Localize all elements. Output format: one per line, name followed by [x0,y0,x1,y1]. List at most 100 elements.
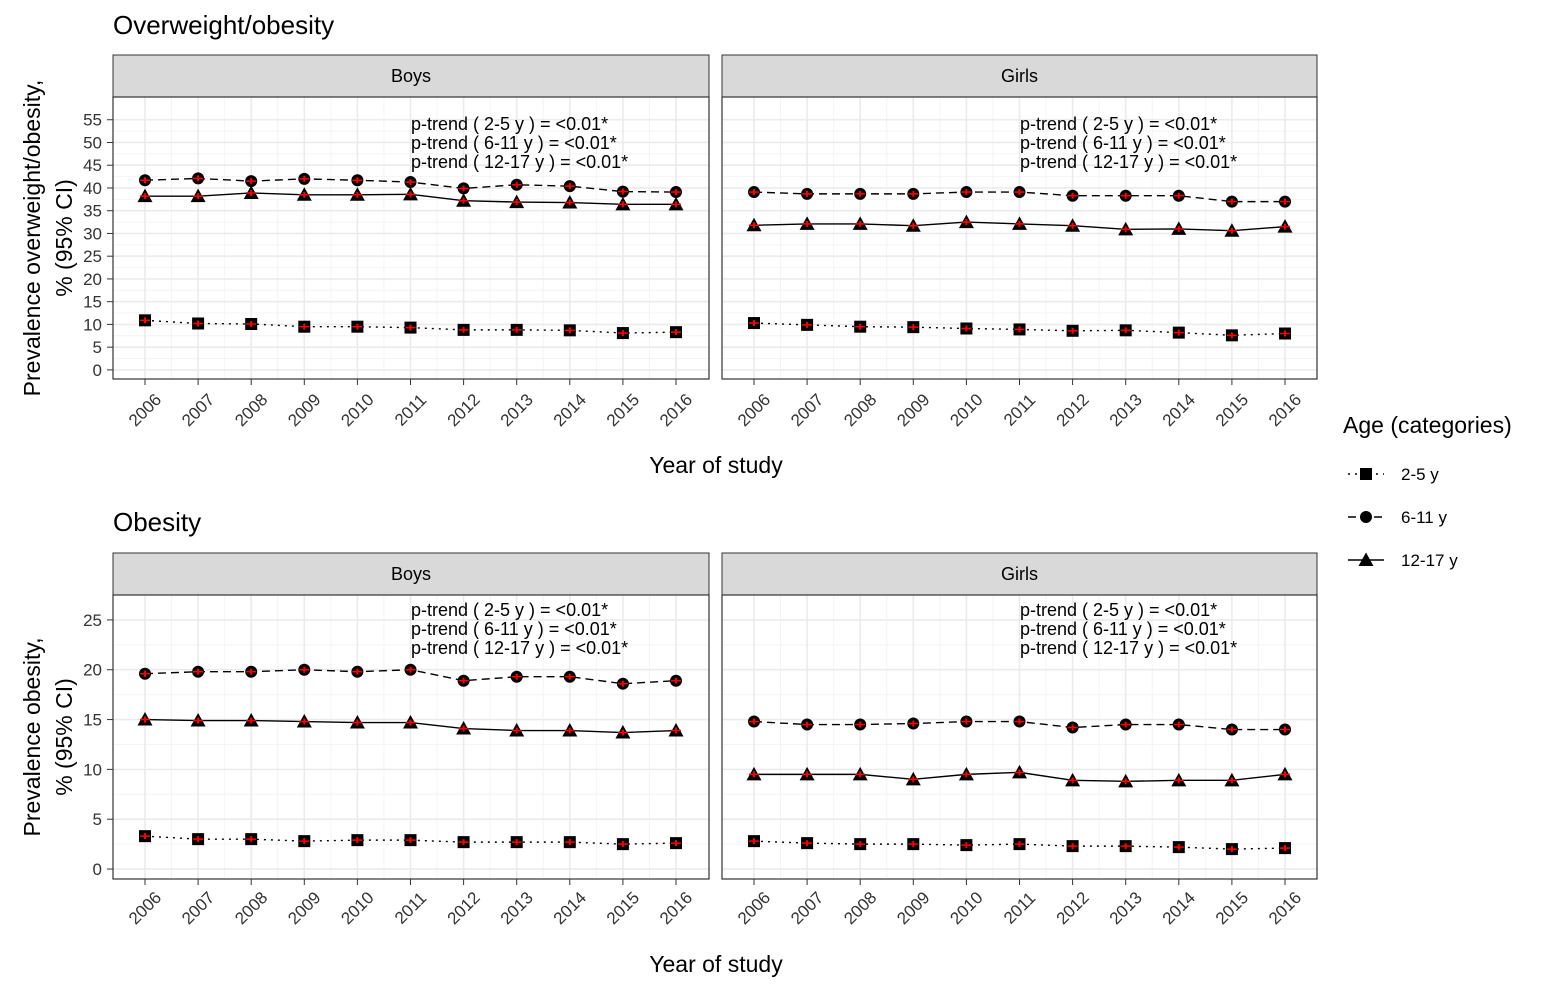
legend-item: 12-17 y [1348,551,1458,570]
x-tick-label: 2008 [231,888,271,928]
x-tick-label: 2014 [550,390,590,430]
y-tick-label: 45 [83,156,102,175]
x-tick-label: 2007 [178,888,218,928]
x-tick-label: 2006 [734,390,774,430]
x-tick-label: 2016 [656,390,696,430]
x-tick-label: 2016 [656,888,696,928]
legend-label: 2-5 y [1401,465,1439,484]
legend-title: Age (categories) [1343,412,1512,438]
x-tick-label: 2008 [840,390,880,430]
series-12-17y [137,185,684,211]
x-tick-label: 2009 [893,888,933,928]
x-tick-label: 2011 [1000,888,1039,927]
ptrend-annotation: p-trend ( 6-11 y ) = <0.01* [1020,619,1226,639]
x-tick-label: 2015 [1212,888,1252,928]
x-tick-label: 2012 [1053,390,1093,430]
facet-strip-label: Boys [391,66,431,86]
x-tick-label: 2010 [337,390,377,430]
y-tick-label: 20 [83,270,102,289]
series-12-17y [746,214,1293,237]
obesity-chart: Obesity Prevalence obesity,% (95% CI) Year… [19,507,1318,977]
x-tick-label: 2011 [1000,390,1039,429]
y-tick-label: 10 [83,760,102,779]
facet-strip [721,54,1318,98]
overweight-obesity-chart: Overweight/obesity Prevalence overweight/… [19,10,1318,478]
x-tick-label: 2009 [284,390,324,430]
ptrend-annotation: p-trend ( 6-11 y ) = <0.01* [411,619,617,639]
ptrend-annotation: p-trend ( 2-5 y ) = <0.01* [411,114,608,134]
series-6-11y [139,663,682,690]
y-tick-label: 25 [83,247,102,266]
x-tick-label: 2014 [1159,390,1199,430]
series-2-5y [139,314,682,340]
y-tick-label: 10 [83,315,102,334]
series-12-17y [137,712,684,739]
panel-border [721,96,1318,380]
x-tick-label: 2015 [603,888,643,928]
legend-key-marker [1358,552,1374,566]
legend-key-marker [1360,468,1372,480]
x-tick-label: 2007 [787,390,827,430]
panel-girls: Girls 2006 2007 2008 2009 2010 2011 2012 2013 201… [721,552,1318,928]
series-2-5y [748,835,1291,856]
chart-title: Overweight/obesity [113,10,334,40]
panel-border [112,594,710,880]
ptrend-annotation: p-trend ( 12-17 y ) = <0.01* [411,152,628,172]
x-tick-label: 2006 [125,390,165,430]
facet-strip [721,552,1318,596]
y-axis-title: Prevalence obesity, [19,637,45,836]
legend-item: 2-5 y [1348,465,1439,484]
series-12-17y [746,764,1293,788]
series-line [753,840,1286,850]
x-tick-label: 2010 [946,390,986,430]
series-2-5y [139,830,682,851]
chart-title: Obesity [113,507,201,537]
series-line [753,322,1286,337]
y-tick-label: 0 [93,361,102,380]
x-tick-label: 2013 [497,390,537,430]
x-tick-label: 2008 [231,390,271,430]
y-axis-title: % (95% CI) [51,678,77,796]
x-tick-label: 2011 [391,888,430,927]
x-tick-label: 2007 [178,390,218,430]
y-tick-label: 40 [83,179,102,198]
facet-strip-label: Boys [391,564,431,584]
y-axis-title: Prevalence overweight/obesity, [19,80,45,397]
legend-label: 12-17 y [1401,551,1458,570]
x-tick-label: 2011 [391,390,430,429]
y-axis-title: % (95% CI) [51,179,77,297]
legend-label: 6-11 y [1401,508,1447,527]
ptrend-annotation: p-trend ( 6-11 y ) = <0.01* [1020,133,1226,153]
legend: Age (categories) 2-5 y 6-11 y 12-17 y [1343,412,1512,570]
panel-border [721,594,1318,880]
x-tick-label: 2009 [284,888,324,928]
y-tick-label: 30 [83,224,102,243]
y-tick-label: 55 [83,111,102,130]
facet-strip-label: Girls [1001,66,1038,86]
ptrend-annotation: p-trend ( 2-5 y ) = <0.01* [411,600,608,620]
y-tick-label: 50 [83,133,102,152]
x-tick-label: 2012 [444,888,484,928]
x-tick-label: 2016 [1265,390,1305,430]
y-tick-label: 25 [83,611,102,630]
x-tick-label: 2007 [787,888,827,928]
x-tick-label: 2006 [734,888,774,928]
x-tick-label: 2014 [1159,888,1199,928]
y-tick-label: 15 [83,711,102,730]
x-tick-label: 2015 [603,390,643,430]
x-tick-label: 2010 [337,888,377,928]
series-6-11y [748,715,1291,736]
series-6-11y [748,186,1291,208]
panel-girls: Girls 2006 2007 2008 2009 2010 2011 2012 2013 201… [721,54,1318,430]
x-axis-title: Year of study [649,452,783,478]
ptrend-annotation: p-trend ( 6-11 y ) = <0.01* [411,133,617,153]
ptrend-annotation: p-trend ( 2-5 y ) = <0.01* [1020,114,1217,134]
x-tick-label: 2009 [893,390,933,430]
x-tick-label: 2015 [1212,390,1252,430]
y-tick-label: 20 [83,661,102,680]
x-tick-label: 2013 [1106,888,1146,928]
x-tick-label: 2012 [444,390,484,430]
series-2-5y [748,317,1291,342]
